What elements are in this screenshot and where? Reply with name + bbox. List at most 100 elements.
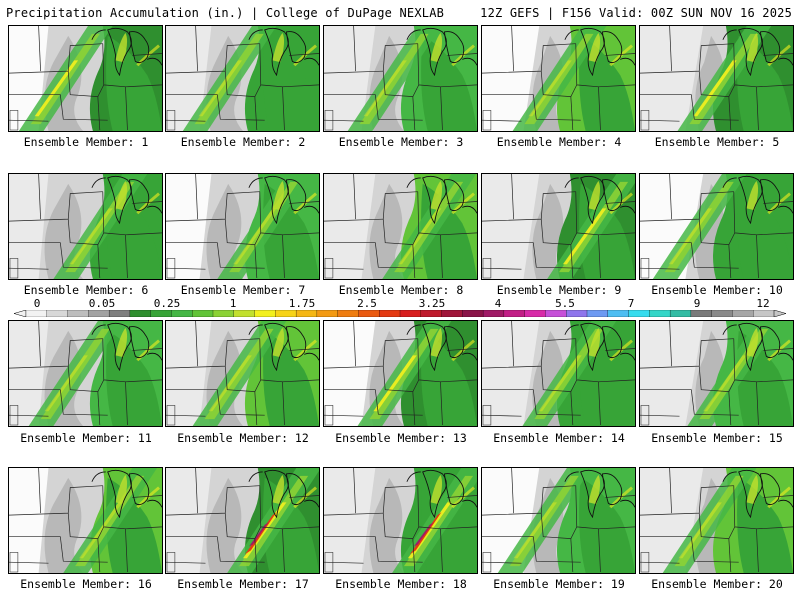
precip-map <box>9 468 162 573</box>
map-borders <box>640 321 793 426</box>
precip-map <box>482 26 635 131</box>
title-right: 12Z GEFS | F156 Valid: 00Z SUN NOV 16 20… <box>480 6 792 20</box>
legend-tick-label: 5.5 <box>555 297 575 310</box>
ensemble-member-label: Ensemble Member: 11 <box>20 431 152 445</box>
ensemble-member-label: Ensemble Member: 7 <box>180 283 306 297</box>
great-lakes <box>722 322 793 372</box>
precip-map <box>324 321 477 426</box>
precip-map <box>640 174 793 279</box>
great-lakes <box>91 175 162 225</box>
precip-map <box>166 26 319 131</box>
precip-map <box>324 468 477 573</box>
great-lakes <box>248 469 319 519</box>
colorbar-left-arrow <box>14 310 27 317</box>
colorbar-swatch <box>316 310 339 317</box>
ensemble-member-label: Ensemble Member: 3 <box>338 135 464 149</box>
map-borders <box>640 174 793 279</box>
map-borders <box>9 321 162 426</box>
colorbar-swatch <box>607 310 630 317</box>
great-lakes <box>564 322 635 372</box>
map-borders <box>9 468 162 573</box>
colorbar-swatch <box>254 310 276 317</box>
map-borders <box>640 26 793 131</box>
precip-map <box>324 174 477 279</box>
ensemble-member-map <box>323 25 478 132</box>
map-borders <box>482 468 635 573</box>
colorbar-right-arrow <box>773 310 786 317</box>
ensemble-member-label: Ensemble Member: 17 <box>177 577 309 591</box>
ensemble-member-map <box>165 173 320 280</box>
precip-map <box>9 321 162 426</box>
ensemble-member-label: Ensemble Member: 12 <box>177 431 309 445</box>
great-lakes <box>406 27 477 77</box>
precip-map <box>482 174 635 279</box>
colorbar-swatch <box>669 310 692 317</box>
colorbar-swatch <box>46 310 69 317</box>
ensemble-member-map <box>481 173 636 280</box>
ensemble-member-map <box>165 25 320 132</box>
ensemble-member-label: Ensemble Member: 14 <box>493 431 625 445</box>
precip-map <box>9 26 162 131</box>
legend-tick-label: 12 <box>756 297 770 310</box>
map-borders <box>640 468 793 573</box>
ensemble-member-map <box>639 25 794 132</box>
colorbar-swatch <box>129 310 152 317</box>
map-borders <box>482 174 635 279</box>
colorbar-swatch <box>337 310 359 317</box>
ensemble-member-map <box>165 320 320 427</box>
precip-map <box>166 468 319 573</box>
colorbar-swatch <box>545 310 567 317</box>
map-borders <box>324 26 477 131</box>
colorbar-swatch <box>732 310 754 317</box>
colorbar-swatch <box>503 310 526 317</box>
colorbar-swatch <box>711 310 733 317</box>
colorbar-swatch <box>566 310 588 317</box>
legend-tick-label: 0.05 <box>88 297 116 310</box>
great-lakes <box>722 469 793 519</box>
ensemble-member-map <box>639 320 794 427</box>
ensemble-member-map <box>8 467 163 574</box>
colorbar-swatch <box>628 310 650 317</box>
ensemble-member-map <box>8 25 163 132</box>
colorbar-swatch <box>212 310 235 317</box>
ensemble-member-label: Ensemble Member: 5 <box>654 135 780 149</box>
legend-tick-label: 9 <box>693 297 701 310</box>
ensemble-member-map <box>481 467 636 574</box>
colorbar-swatch <box>358 310 380 317</box>
colorbar-swatch <box>67 310 89 317</box>
colorbar-swatch <box>233 310 256 317</box>
precip-map <box>324 26 477 131</box>
legend-tick-label: 1 <box>229 297 237 310</box>
ensemble-member-label: Ensemble Member: 13 <box>335 431 467 445</box>
great-lakes <box>722 175 793 225</box>
legend-tick-label: 2.5 <box>357 297 377 310</box>
map-borders <box>324 321 477 426</box>
ensemble-member-map <box>639 173 794 280</box>
great-lakes <box>248 27 319 77</box>
ensemble-member-label: Ensemble Member: 1 <box>23 135 149 149</box>
colorbar-swatch <box>399 310 422 317</box>
ensemble-member-map <box>639 467 794 574</box>
legend-colorbar <box>14 310 786 317</box>
colorbar-swatch <box>524 310 546 317</box>
legend-tick-label: 7 <box>627 297 635 310</box>
great-lakes <box>406 175 477 225</box>
ensemble-member-label: Ensemble Member: 20 <box>651 577 783 591</box>
colorbar-swatch <box>586 310 609 317</box>
colorbar-swatch <box>25 310 48 317</box>
ensemble-member-label: Ensemble Member: 16 <box>20 577 152 591</box>
ensemble-member-map <box>481 320 636 427</box>
great-lakes <box>248 322 319 372</box>
map-borders <box>9 26 162 131</box>
colorbar-swatch <box>753 310 775 317</box>
map-borders <box>166 174 319 279</box>
precip-map <box>166 174 319 279</box>
precip-map <box>482 468 635 573</box>
great-lakes <box>406 322 477 372</box>
colorbar-swatch <box>379 310 401 317</box>
map-borders <box>324 174 477 279</box>
colorbar-swatch <box>88 310 110 317</box>
colorbar-swatch <box>295 310 318 317</box>
precip-map <box>482 321 635 426</box>
ensemble-member-label: Ensemble Member: 4 <box>496 135 622 149</box>
